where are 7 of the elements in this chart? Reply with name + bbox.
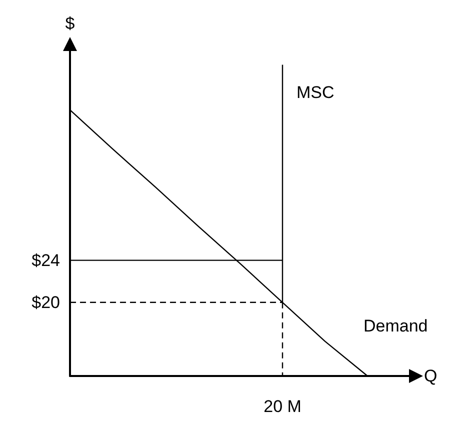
y-axis-title: $ <box>65 14 76 33</box>
series-label: Demand <box>364 316 428 336</box>
x-axis-title: Q <box>424 366 438 386</box>
y-tick-label: $20 <box>32 292 60 312</box>
series-label: MSC <box>296 82 334 102</box>
y-tick-label: $24 <box>32 250 60 270</box>
x-tick-label: 20 M <box>264 397 302 416</box>
